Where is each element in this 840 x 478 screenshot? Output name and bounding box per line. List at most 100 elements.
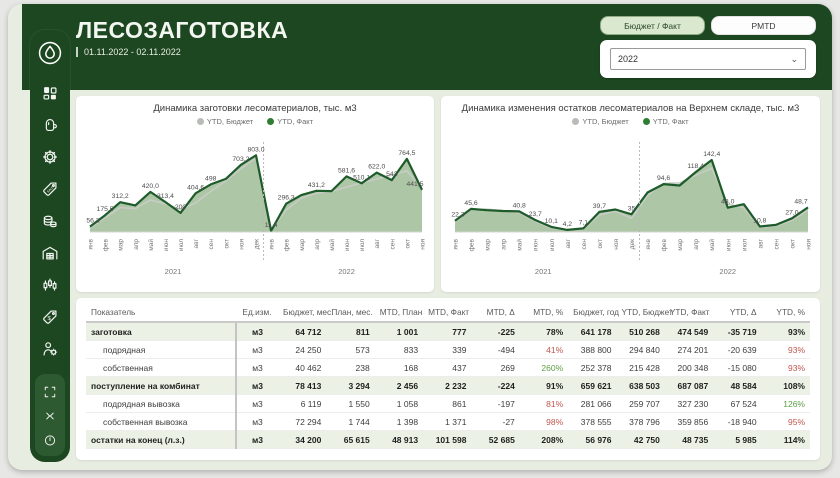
value-cell: 5 985 xyxy=(713,430,762,449)
value-cell: 687 087 xyxy=(664,376,714,395)
value-cell: -197 xyxy=(471,394,520,413)
fact-area[interactable] xyxy=(90,155,422,232)
x-axis-label: июл xyxy=(359,239,366,251)
row-label: подрядная вывозка xyxy=(86,394,236,413)
value-cell: 40 462 xyxy=(278,358,327,377)
data-label: 94,6 xyxy=(657,175,670,182)
power-icon[interactable] xyxy=(42,432,58,448)
chart-plot[interactable]: 22,3 45,6 40,8 23,7 10,1 4,2 7,1 39,7 35 94,6 118,… xyxy=(445,128,816,278)
value-cell: 98% xyxy=(519,412,569,431)
date-range: 01.11.2022 - 02.11.2022 xyxy=(76,47,288,57)
x-axis-label: сен xyxy=(389,239,396,250)
collapse-icon[interactable] xyxy=(42,408,58,424)
expand-icon[interactable] xyxy=(42,384,58,400)
person-gear-icon[interactable] xyxy=(40,339,60,359)
data-label: 10,8 xyxy=(753,218,766,225)
legend-item[interactable]: YTD, Факт xyxy=(642,117,689,126)
value-cell: 659 621 xyxy=(568,376,617,395)
gear-icon[interactable] xyxy=(40,147,60,167)
candlestick-chart-icon[interactable] xyxy=(40,275,60,295)
value-cell: 252 378 xyxy=(568,358,617,377)
toggle-budget-fact-button[interactable]: Бюджет / Факт xyxy=(600,16,705,35)
toggle-pmtd-button[interactable]: PMTD xyxy=(711,16,816,35)
chart-plot[interactable]: 56,3 175,5 312,2 420,0 313,4 200 404,6 498 703,2… xyxy=(80,128,430,278)
x-axis-label: ноя xyxy=(238,239,245,250)
data-label: 175,5 xyxy=(97,206,114,213)
value-cell: 238 xyxy=(326,358,375,377)
unit-cell: м3 xyxy=(235,340,278,359)
fact-area[interactable] xyxy=(455,160,808,232)
x-axis-label: ноя xyxy=(613,239,620,250)
value-cell: 2 232 xyxy=(423,376,472,395)
x-axis-label: мар xyxy=(118,239,125,251)
value-cell: 126% xyxy=(761,394,810,413)
svg-text:SALE: SALE xyxy=(46,185,54,193)
data-label: 312,2 xyxy=(112,193,129,200)
x-axis-label: ноя xyxy=(806,239,813,250)
legend-item[interactable]: YTD, Бюджет xyxy=(196,117,253,126)
value-cell: 811 xyxy=(326,322,375,341)
value-cell: 41% xyxy=(519,340,569,359)
legend-dot-icon xyxy=(196,118,204,125)
x-axis-label: июл xyxy=(549,239,556,251)
value-cell: 168 xyxy=(374,358,424,377)
table-row: подрядная м3 24 250 573 833 339 -494 41% 388 800… xyxy=(86,340,810,359)
fact-line[interactable] xyxy=(89,154,423,233)
x-axis-label: дек xyxy=(629,239,636,249)
data-label: 313,4 xyxy=(157,193,174,200)
x-axis-label: фев xyxy=(469,238,476,251)
table-row: собственная м3 40 462 238 168 437 269 260% 252 3… xyxy=(86,358,810,377)
data-label: 803,0 xyxy=(247,146,264,153)
column-header: MTD, Факт xyxy=(423,303,472,323)
value-cell: -18 940 xyxy=(713,412,762,431)
value-cell: 65 615 xyxy=(326,430,375,449)
year-select[interactable]: 2022 ⌄ xyxy=(610,48,806,70)
column-header: YTD, Бюджет xyxy=(616,303,673,323)
drop-logo-icon[interactable] xyxy=(36,39,64,67)
x-axis-label: май xyxy=(147,239,155,251)
legend-item[interactable]: YTD, Факт xyxy=(267,117,313,126)
chart-legend: YTD, Бюджет YTD, Факт xyxy=(445,117,816,126)
value-cell: -35 719 xyxy=(713,322,762,341)
dashboard-icon[interactable] xyxy=(40,83,60,103)
data-label: 581,6 xyxy=(338,167,355,174)
data-label: 420,0 xyxy=(142,183,159,190)
row-label: подрядная xyxy=(86,340,236,359)
data-label: 296,3 xyxy=(278,195,295,202)
data-label: 404,6 xyxy=(187,184,204,191)
data-label: 510,1 xyxy=(353,174,370,181)
value-cell: 52 685 xyxy=(471,430,520,449)
legend-item[interactable]: YTD, Бюджет xyxy=(572,117,629,126)
data-label: 11,4 xyxy=(265,222,278,229)
legend-dot-icon xyxy=(642,118,650,125)
data-label: 431,2 xyxy=(308,182,325,189)
column-header: YTD, Δ xyxy=(713,303,762,323)
dollar-tag-icon[interactable]: $ xyxy=(40,307,60,327)
legend-label: YTD, Факт xyxy=(652,117,689,126)
content-area: Динамика заготовки лесоматериалов, тыс. … xyxy=(76,96,820,460)
data-label: 703,2 xyxy=(232,156,249,163)
value-cell: 208% xyxy=(519,430,569,449)
chart-canvas[interactable]: 22,345,6 40,823,710,1 4,2 7,1 39,7 35 94,6 118,… xyxy=(445,128,816,278)
value-cell: 24 250 xyxy=(278,340,327,359)
glove-icon[interactable] xyxy=(40,115,60,135)
x-axis-label: май xyxy=(516,239,524,251)
row-label: поступление на комбинат xyxy=(86,376,236,395)
x-axis-label: апр xyxy=(501,239,508,250)
value-cell: 114% xyxy=(761,430,810,449)
table-row: собственная вывозка м3 72 294 1 744 1 398 1 3… xyxy=(86,412,810,431)
sale-tag-icon[interactable]: SALE xyxy=(40,179,60,199)
coins-icon[interactable] xyxy=(40,211,60,231)
warehouse-icon[interactable] xyxy=(40,243,60,263)
value-cell: 1 058 xyxy=(374,394,424,413)
value-cell: 1 001 xyxy=(374,322,424,341)
chart-card-harvest: Динамика заготовки лесоматериалов, тыс. … xyxy=(76,96,434,292)
x-axis-label: сен xyxy=(208,239,215,250)
data-label: 7,1 xyxy=(579,219,589,226)
value-cell: 2 456 xyxy=(374,376,424,395)
fact-line[interactable] xyxy=(454,158,809,232)
x-axis-label: янв xyxy=(269,238,276,249)
chevron-down-icon: ⌄ xyxy=(790,53,798,64)
